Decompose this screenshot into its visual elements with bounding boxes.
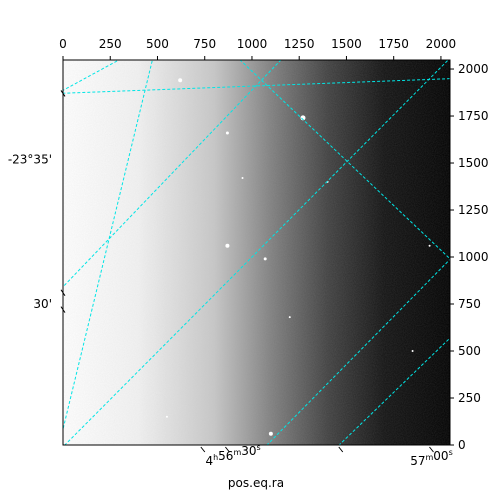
y-tick-label: 1250 [458, 203, 489, 217]
star [241, 177, 244, 180]
y-tick-label: 1500 [458, 156, 489, 170]
star [411, 350, 414, 353]
y-tick-label: 250 [458, 391, 481, 405]
dec-tick-label: -23°35' [8, 152, 52, 166]
star [288, 316, 291, 319]
x-tick-label: 1500 [331, 37, 362, 51]
ra-tick-label: 57m00s [410, 448, 453, 468]
x-tick-label: 1000 [237, 37, 268, 51]
grid-line [63, 78, 450, 94]
y-tick-label: 750 [458, 297, 481, 311]
grid-line [63, 60, 282, 288]
star [300, 115, 306, 121]
x-tick-label: 1250 [284, 37, 315, 51]
x-tick-label: 750 [193, 37, 216, 51]
plot-frame [62, 59, 451, 446]
y-tick-label: 0 [458, 438, 466, 452]
x-tick-label: 500 [146, 37, 169, 51]
ra-tick [225, 446, 230, 453]
coordinate-grid [63, 60, 450, 445]
x-pixel-axis: 0 250 500 750 1000 1250 1500 1750 2000 [59, 37, 456, 60]
x-axis-label: pos.eq.ra [228, 476, 284, 490]
ra-tick [429, 446, 434, 453]
dec-tick [60, 289, 66, 297]
grid-line [266, 258, 450, 445]
y-pixel-axis: 0 250 500 750 1000 1250 1500 1750 2000 [450, 62, 489, 452]
y-tick-label: 2000 [458, 62, 489, 76]
grid-line [338, 337, 450, 445]
ra-tick [200, 446, 206, 453]
dec-tick-label: 30' [33, 297, 52, 311]
y-tick-label: 1750 [458, 109, 489, 123]
star [263, 257, 267, 261]
dec-world-axis: -23°35' 30' [8, 90, 66, 313]
star [268, 431, 273, 436]
y-tick-label: 1000 [458, 250, 489, 264]
star [428, 244, 431, 247]
grid-line [64, 60, 449, 445]
star [165, 415, 168, 418]
ra-world-axis: 4h56m30s 57m00s [200, 443, 453, 468]
x-tick-label: 250 [99, 37, 122, 51]
ra-tick-label: 4h56m30s [205, 443, 260, 468]
dec-tick [60, 90, 66, 97]
y-tick-label: 500 [458, 344, 481, 358]
x-tick-label: 0 [59, 37, 67, 51]
x-tick-label: 1750 [378, 37, 409, 51]
star [225, 131, 229, 135]
star [178, 78, 183, 83]
ra-tick [338, 446, 344, 453]
dec-tick [60, 306, 66, 313]
x-tick-label: 2000 [426, 37, 457, 51]
plot-area [62, 59, 451, 446]
star [225, 243, 230, 248]
grid-line [63, 60, 153, 432]
grid-line [63, 60, 120, 91]
